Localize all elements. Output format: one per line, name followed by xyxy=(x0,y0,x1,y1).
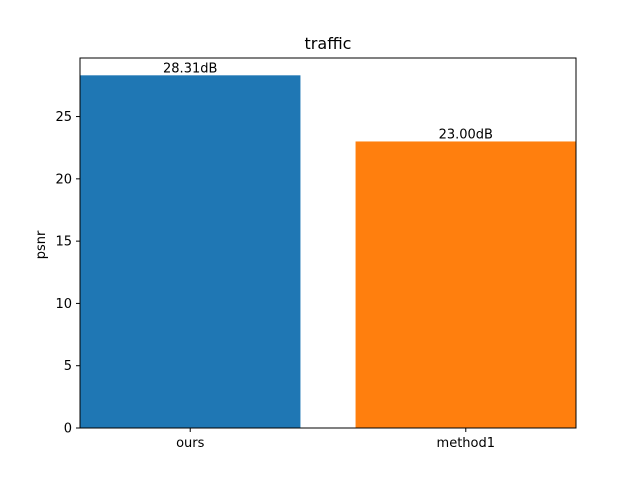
data-label-ours: 28.31dB xyxy=(163,61,217,76)
y-tick-label: 5 xyxy=(64,359,72,374)
bar-ours xyxy=(80,75,301,428)
y-tick-label: 15 xyxy=(55,235,72,250)
y-axis-ticks: 0 5 10 15 20 25 xyxy=(55,110,80,437)
chart-title: traffic xyxy=(305,34,352,53)
x-tick-label: method1 xyxy=(437,436,495,451)
y-axis-label: psnr xyxy=(34,230,49,259)
x-tick-label: ours xyxy=(176,436,205,451)
x-axis-ticks: ours method1 xyxy=(176,428,495,451)
y-tick-label: 0 xyxy=(64,422,72,437)
y-tick-label: 25 xyxy=(55,110,72,125)
plot-area-frame xyxy=(79,57,577,429)
data-label-method1: 23.00dB xyxy=(439,127,493,142)
data-labels: 28.31dB 23.00dB xyxy=(163,61,493,142)
bar-method1 xyxy=(355,141,576,428)
y-tick-label: 10 xyxy=(55,297,72,312)
bars xyxy=(80,75,576,428)
y-tick-label: 20 xyxy=(55,172,72,187)
